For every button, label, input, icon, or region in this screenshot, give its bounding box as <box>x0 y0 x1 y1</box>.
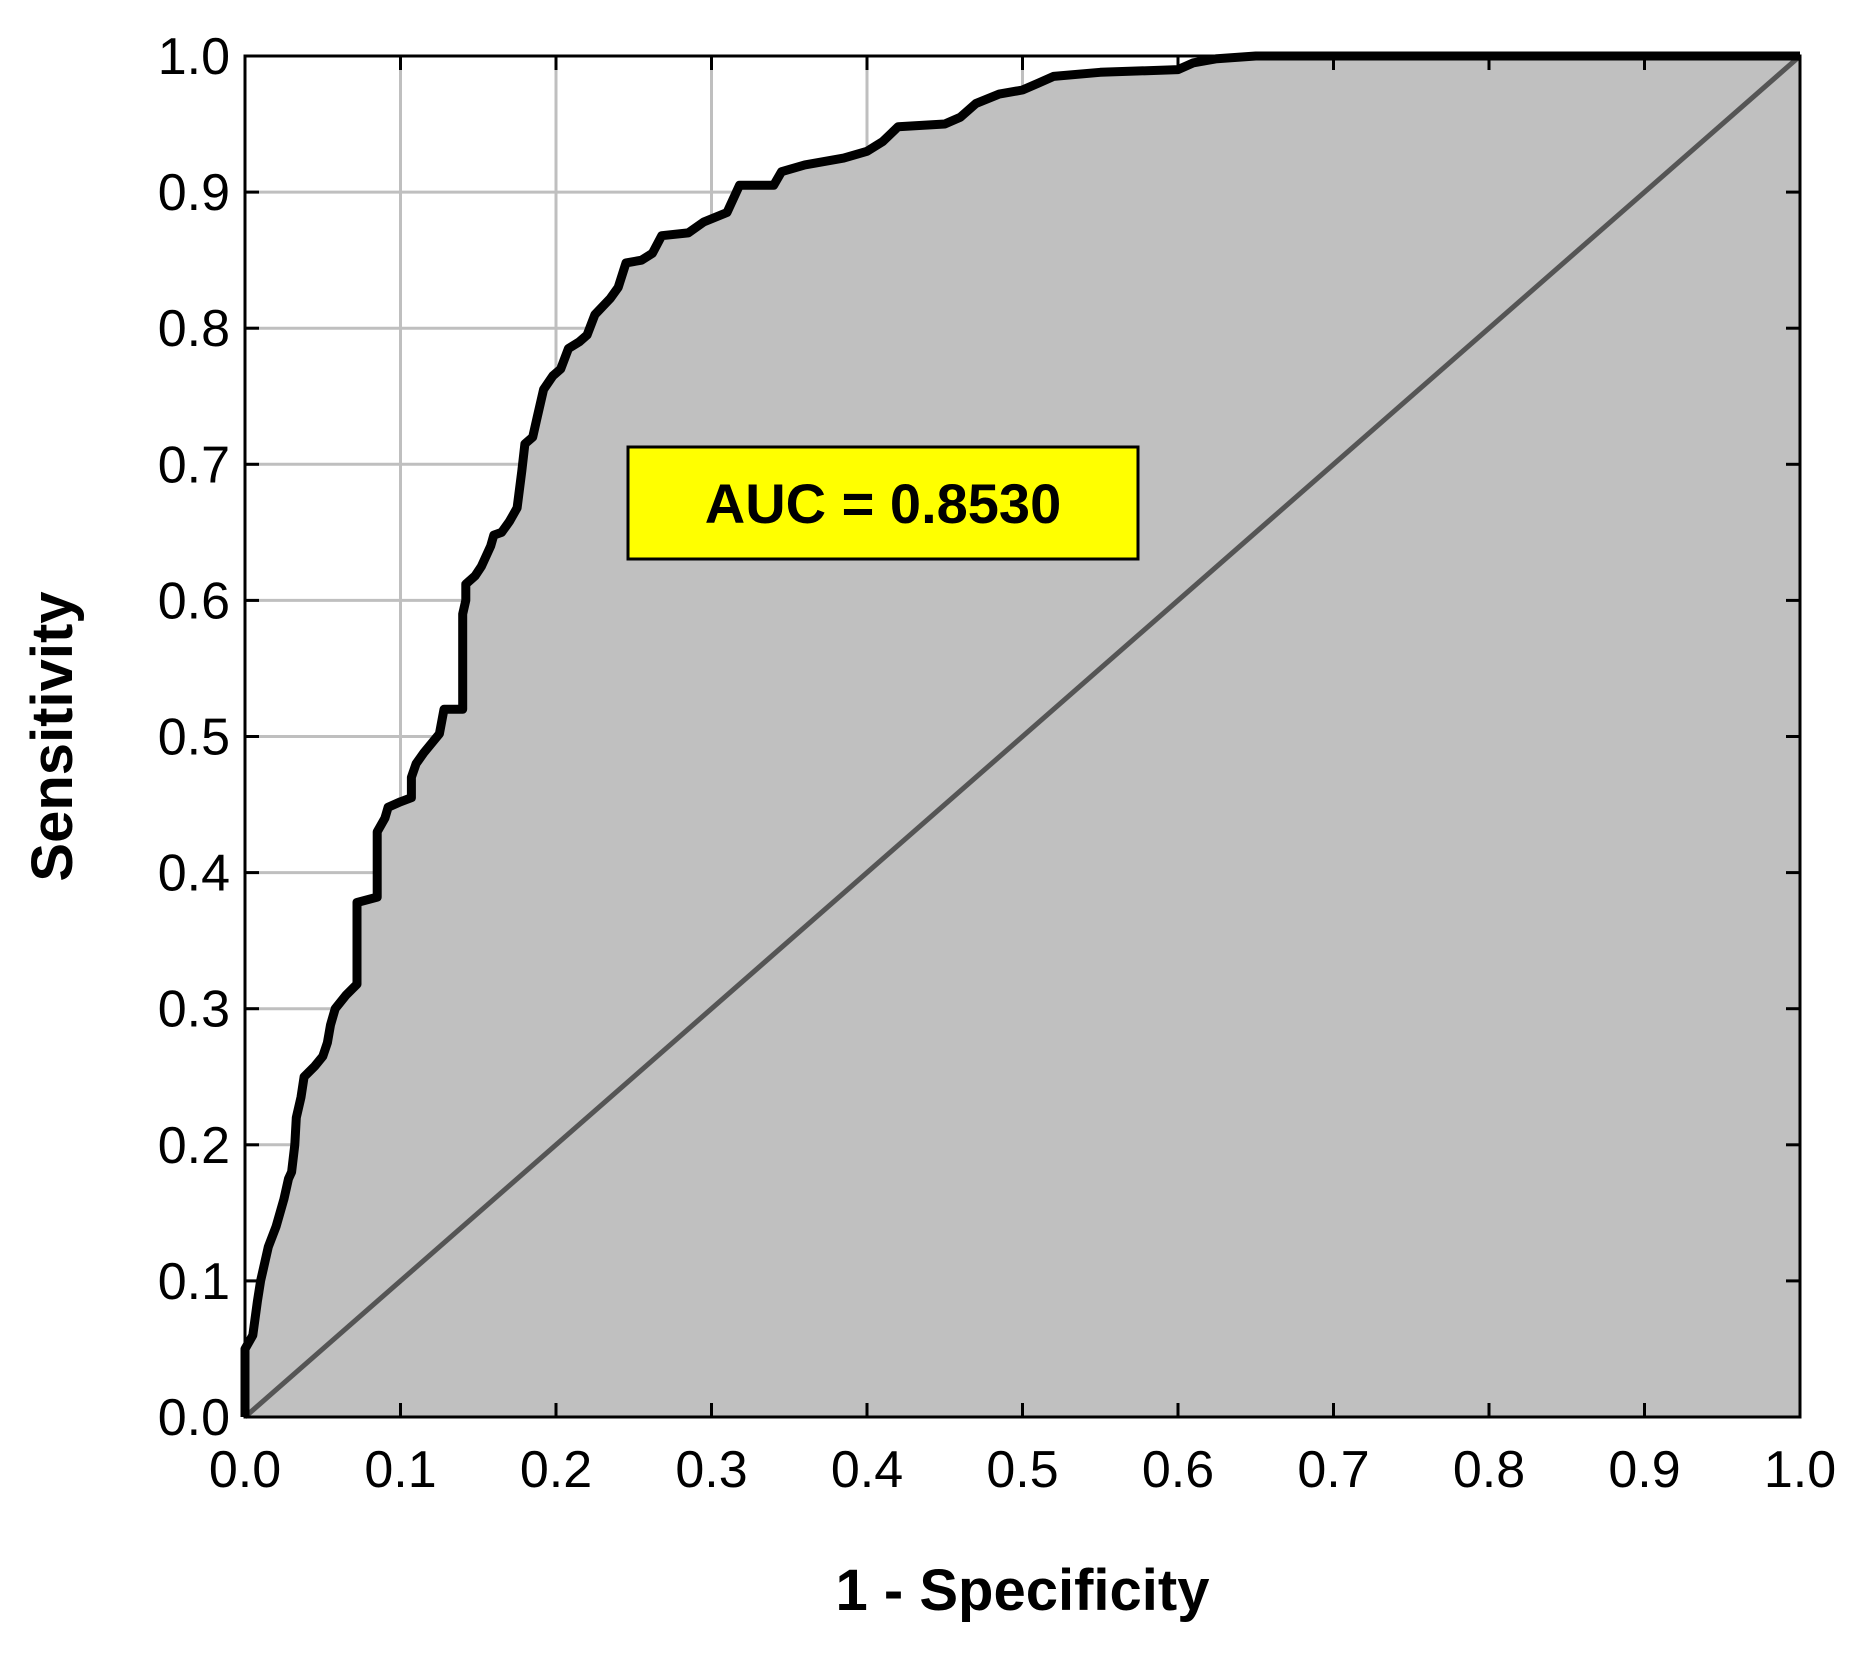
roc-curve-line <box>240 51 1800 1417</box>
labels-layer: 0.0 0.1 0.2 0.3 0.4 0.5 0.6 0.7 0.8 0.9 1.0 0.0 0.1 0… <box>158 28 1836 1499</box>
annotation-layer: AUC = 0.8530 <box>626 445 1140 561</box>
y-tick-label: 0.3 <box>158 981 230 1039</box>
x-tick-label: 0.2 <box>520 1441 592 1499</box>
reference-diagonal-line <box>243 54 1802 1419</box>
x-axis-title: 1 - Specificity <box>836 1558 1210 1623</box>
x-tick-label: 0.7 <box>1297 1441 1369 1499</box>
y-tick-label: 0.5 <box>158 709 230 767</box>
y-tick-label: 0.4 <box>158 845 230 903</box>
y-tick-label: 0.9 <box>158 164 230 222</box>
y-tick-label: 0.0 <box>158 1389 230 1447</box>
x-tick-label: 0.3 <box>675 1441 747 1499</box>
x-tick-label: 0.8 <box>1453 1441 1525 1499</box>
auc-annotation-box <box>626 445 1140 561</box>
y-tick-label: 0.7 <box>158 436 230 494</box>
auc-annotation-label: AUC = 0.8530 <box>705 472 1061 535</box>
x-tick-label: 0.9 <box>1608 1441 1680 1499</box>
x-tick-label: 0.5 <box>986 1441 1058 1499</box>
y-tick-label: 0.8 <box>158 300 230 358</box>
x-tick-label: 1.0 <box>1764 1441 1836 1499</box>
x-tick-label: 0.1 <box>364 1441 436 1499</box>
y-tick-label: 0.6 <box>158 572 230 630</box>
y-tick-label: 1.0 <box>158 28 230 86</box>
x-tick-label: 0.6 <box>1142 1441 1214 1499</box>
y-tick-label: 0.2 <box>158 1117 230 1175</box>
x-tick-label: 0.4 <box>831 1441 903 1499</box>
y-axis-title: Sensitivity <box>20 591 85 881</box>
ticks-layer <box>243 54 1802 1419</box>
y-tick-label: 0.1 <box>158 1253 230 1311</box>
lines-layer <box>240 51 1802 1419</box>
x-tick-label: 0.0 <box>209 1441 281 1499</box>
